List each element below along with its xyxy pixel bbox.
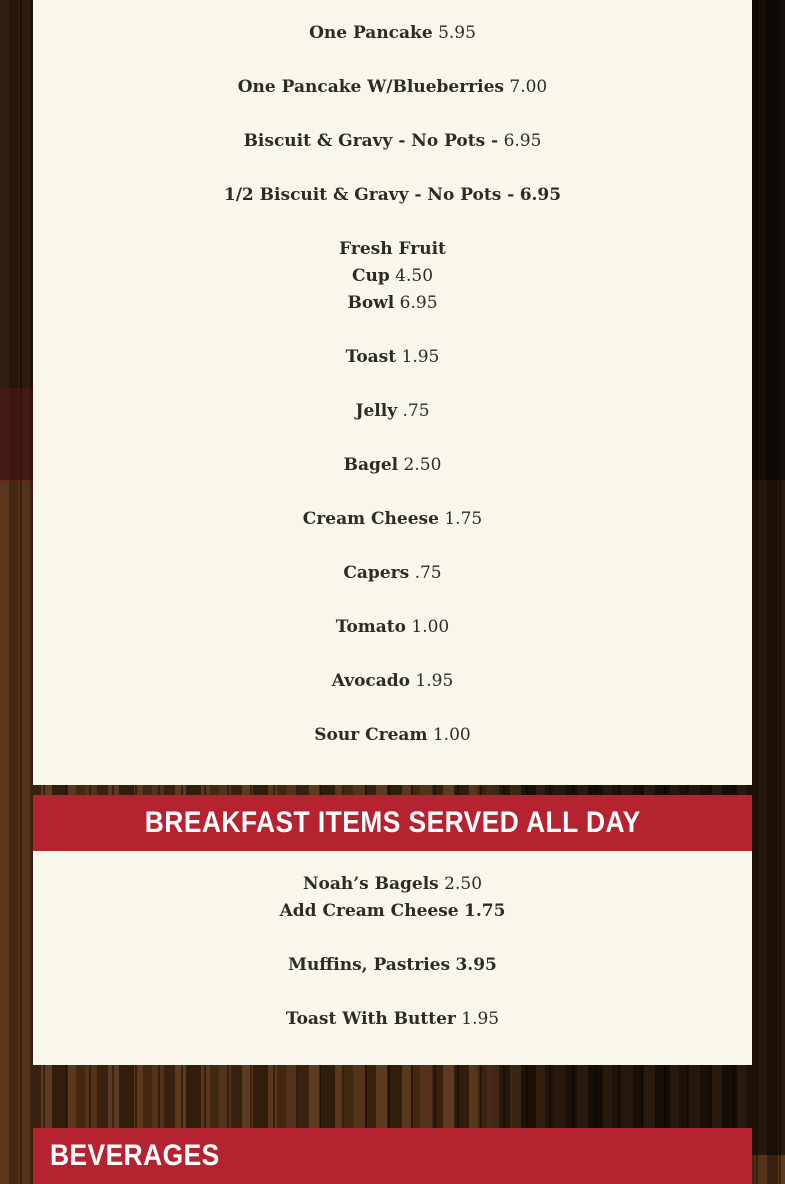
item-name: Cup xyxy=(351,266,390,286)
menu-line: Add Cream Cheese 1.75 xyxy=(33,898,752,925)
item-price: 1.95 xyxy=(415,671,454,691)
item-name: Muffins, Pastries xyxy=(288,955,451,975)
item-name: Fresh Fruit xyxy=(339,239,446,259)
menu-line: Jelly .75 xyxy=(33,398,752,425)
menu-items-panel-top: One Pancake 5.95 One Pancake W/Blueberrie… xyxy=(33,0,752,785)
menu-line: Biscuit & Gravy - No Pots - 6.95 xyxy=(33,128,752,155)
menu-line: Tomato 1.00 xyxy=(33,614,752,641)
menu-line: Muffins, Pastries 3.95 xyxy=(33,952,752,979)
menu-item: Muffins, Pastries 3.95 xyxy=(33,952,752,979)
menu-item: Jelly .75 xyxy=(33,398,752,425)
item-name: 1/2 Biscuit & Gravy - No Pots - xyxy=(223,185,515,205)
menu-items-list: One Pancake 5.95 One Pancake W/Blueberrie… xyxy=(33,20,752,749)
menu-line: Bowl 6.95 xyxy=(33,290,752,317)
menu-item: Sour Cream 1.00 xyxy=(33,722,752,749)
menu-line: One Pancake 5.95 xyxy=(33,20,752,47)
item-price: .75 xyxy=(414,563,442,583)
item-price: 3.95 xyxy=(455,955,497,975)
menu-item: Bagel 2.50 xyxy=(33,452,752,479)
section-title: BEVERAGES xyxy=(33,1128,752,1184)
item-name: Add Cream Cheese xyxy=(279,901,459,921)
section-header-beverages: BEVERAGES xyxy=(33,1128,752,1184)
item-price: 1.95 xyxy=(401,347,440,367)
item-price: 7.00 xyxy=(509,77,548,97)
menu-item: Toast With Butter 1.95 xyxy=(33,1006,752,1033)
menu-line: Toast 1.95 xyxy=(33,344,752,371)
menu-item: Tomato 1.00 xyxy=(33,614,752,641)
menu-line: Fresh Fruit xyxy=(33,236,752,263)
item-name: Toast xyxy=(345,347,397,367)
item-price: 1.75 xyxy=(464,901,506,921)
item-name: Bowl xyxy=(347,293,395,313)
menu-item: One Pancake W/Blueberries 7.00 xyxy=(33,74,752,101)
menu-item: One Pancake 5.95 xyxy=(33,20,752,47)
item-price: 1.00 xyxy=(411,617,450,637)
item-name: One Pancake xyxy=(309,23,433,43)
menu-items-list: Noah’s Bagels 2.50 Add Cream Cheese 1.75 M… xyxy=(33,871,752,1033)
menu-line: One Pancake W/Blueberries 7.00 xyxy=(33,74,752,101)
item-price: 1.75 xyxy=(444,509,483,529)
item-name: Toast With Butter xyxy=(285,1009,456,1029)
item-price: 2.50 xyxy=(444,874,483,894)
menu-item: 1/2 Biscuit & Gravy - No Pots - 6.95 xyxy=(33,182,752,209)
item-name: Sour Cream xyxy=(314,725,428,745)
item-name: One Pancake W/Blueberries xyxy=(237,77,504,97)
section-title: BREAKFAST ITEMS SERVED ALL DAY xyxy=(33,795,752,851)
item-price: 5.95 xyxy=(438,23,476,43)
item-price: 6.95 xyxy=(399,293,438,313)
menu-line: 1/2 Biscuit & Gravy - No Pots - 6.95 xyxy=(33,182,752,209)
section-title-text: BEVERAGES xyxy=(50,1139,220,1172)
menu-item: Capers .75 xyxy=(33,560,752,587)
menu-line: Sour Cream 1.00 xyxy=(33,722,752,749)
item-name: Jelly xyxy=(355,401,398,421)
item-price: 6.95 xyxy=(519,185,562,205)
item-price: 1.00 xyxy=(432,725,471,745)
menu-line: Capers .75 xyxy=(33,560,752,587)
item-name: Biscuit & Gravy - No Pots - xyxy=(243,131,499,151)
section-header-breakfast-all-day: BREAKFAST ITEMS SERVED ALL DAY xyxy=(33,795,752,851)
item-name: Bagel xyxy=(343,455,399,475)
item-price: 6.95 xyxy=(503,131,542,151)
menu-item: Avocado 1.95 xyxy=(33,668,752,695)
item-price: 4.50 xyxy=(395,266,434,286)
menu-item: Noah’s Bagels 2.50 Add Cream Cheese 1.75 xyxy=(33,871,752,925)
item-price: 2.50 xyxy=(403,455,442,475)
section-title-text: BREAKFAST ITEMS SERVED ALL DAY xyxy=(144,806,641,839)
item-price: .75 xyxy=(402,401,430,421)
menu-line: Toast With Butter 1.95 xyxy=(33,1006,752,1033)
menu-line: Noah’s Bagels 2.50 xyxy=(33,871,752,898)
menu-items-panel-breakfast-all-day: Noah’s Bagels 2.50 Add Cream Cheese 1.75 M… xyxy=(33,851,752,1065)
menu-line: Cup 4.50 xyxy=(33,263,752,290)
menu-item: Toast 1.95 xyxy=(33,344,752,371)
item-name: Tomato xyxy=(335,617,406,637)
menu-line: Bagel 2.50 xyxy=(33,452,752,479)
item-name: Avocado xyxy=(331,671,411,691)
item-price: 1.95 xyxy=(461,1009,500,1029)
menu-item: Fresh Fruit Cup 4.50 Bowl 6.95 xyxy=(33,236,752,317)
menu-item: Biscuit & Gravy - No Pots - 6.95 xyxy=(33,128,752,155)
menu-line: Cream Cheese 1.75 xyxy=(33,506,752,533)
item-name: Cream Cheese xyxy=(302,509,439,529)
menu-line: Avocado 1.95 xyxy=(33,668,752,695)
item-name: Capers xyxy=(343,563,410,583)
menu-item: Cream Cheese 1.75 xyxy=(33,506,752,533)
item-name: Noah’s Bagels xyxy=(302,874,439,894)
